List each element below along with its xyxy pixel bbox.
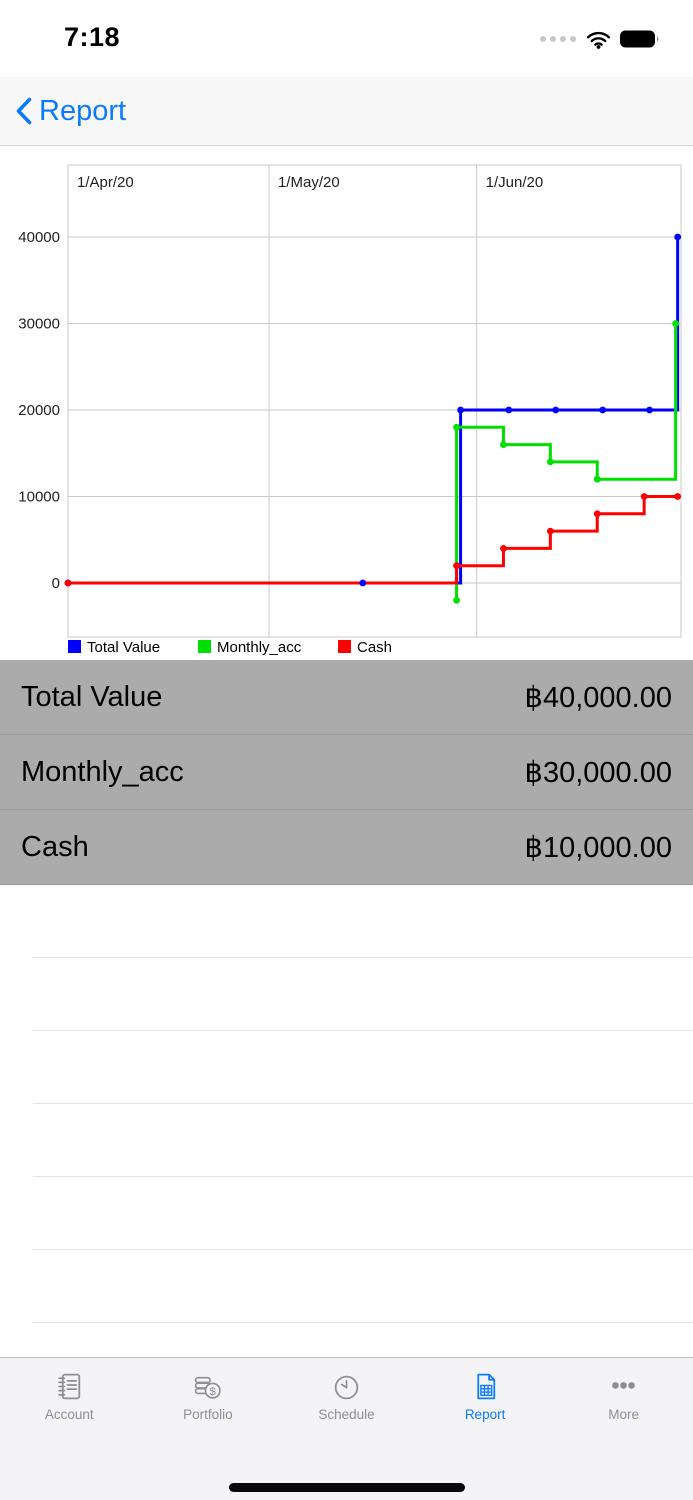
tab-label-portfolio: Portfolio (183, 1407, 233, 1422)
status-time: 7:18 (64, 22, 121, 52)
tab-report[interactable]: Report (416, 1358, 555, 1422)
empty-row (33, 1250, 693, 1323)
clock-icon (334, 1375, 359, 1400)
report-document-icon (476, 1373, 495, 1400)
nav-bar: Report (0, 77, 693, 146)
empty-row (33, 1177, 693, 1250)
summary-label: Monthly_acc (21, 755, 184, 788)
status-icons (540, 28, 661, 50)
svg-text:$: $ (210, 1386, 217, 1398)
status-bar: 7:18 (0, 0, 693, 77)
empty-list (0, 885, 693, 1323)
summary-row: Total Value ฿40,000.00 (0, 660, 693, 735)
svg-text:40000: 40000 (18, 229, 60, 246)
tab-account[interactable]: Account (0, 1358, 139, 1422)
summary-table: Total Value ฿40,000.00 Monthly_acc ฿30,0… (0, 660, 693, 885)
svg-text:Total Value: Total Value (87, 639, 160, 656)
ellipsis-icon (612, 1382, 636, 1389)
svg-text:Cash: Cash (357, 639, 392, 656)
home-indicator[interactable] (228, 1483, 465, 1492)
empty-row (33, 885, 693, 958)
summary-value: ฿10,000.00 (524, 831, 672, 864)
coins-icon: $ (195, 1376, 222, 1399)
summary-label: Cash (21, 830, 89, 863)
wifi-icon (587, 31, 610, 49)
tab-portfolio[interactable]: $ Portfolio (139, 1358, 278, 1422)
tab-schedule[interactable]: Schedule (277, 1358, 416, 1422)
battery-icon (620, 30, 659, 48)
tab-bar: Account $ Portfolio (0, 1357, 693, 1500)
svg-text:1/May/20: 1/May/20 (278, 174, 340, 191)
tab-label-more: More (608, 1407, 640, 1422)
svg-text:0: 0 (52, 575, 60, 592)
summary-row: Monthly_acc ฿30,000.00 (0, 735, 693, 810)
summary-row: Cash ฿10,000.00 (0, 810, 693, 885)
tab-label-schedule: Schedule (318, 1407, 375, 1422)
svg-text:30000: 30000 (18, 316, 60, 333)
back-chevron-icon (16, 97, 32, 125)
summary-label: Total Value (21, 680, 163, 713)
svg-text:20000: 20000 (18, 402, 60, 419)
back-label: Report (39, 94, 127, 127)
summary-value: ฿30,000.00 (524, 756, 672, 789)
tab-label-report: Report (464, 1407, 506, 1422)
svg-text:1/Apr/20: 1/Apr/20 (77, 174, 134, 191)
svg-text:10000: 10000 (18, 489, 60, 506)
tab-more[interactable]: More (554, 1358, 693, 1422)
svg-text:Monthly_acc: Monthly_acc (217, 639, 302, 656)
cellular-signal-icon (540, 36, 576, 42)
empty-row (33, 1031, 693, 1104)
back-button[interactable]: Report (14, 95, 126, 128)
journal-icon (58, 1373, 80, 1400)
empty-row (33, 1104, 693, 1177)
summary-value: ฿40,000.00 (524, 681, 672, 714)
empty-row (33, 958, 693, 1031)
svg-text:1/Jun/20: 1/Jun/20 (486, 174, 544, 191)
report-chart: 1/Apr/20 1/May/20 1/Jun/20 0 10000 20000 30000… (18, 164, 682, 656)
tab-label-account: Account (44, 1407, 94, 1422)
